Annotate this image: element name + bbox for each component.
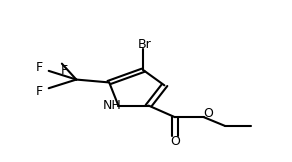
Text: F: F (36, 85, 43, 98)
Text: O: O (203, 107, 213, 120)
Text: F: F (36, 61, 43, 75)
Text: NH: NH (102, 99, 121, 112)
Text: Br: Br (138, 38, 152, 51)
Text: F: F (61, 64, 68, 77)
Text: O: O (170, 135, 180, 148)
